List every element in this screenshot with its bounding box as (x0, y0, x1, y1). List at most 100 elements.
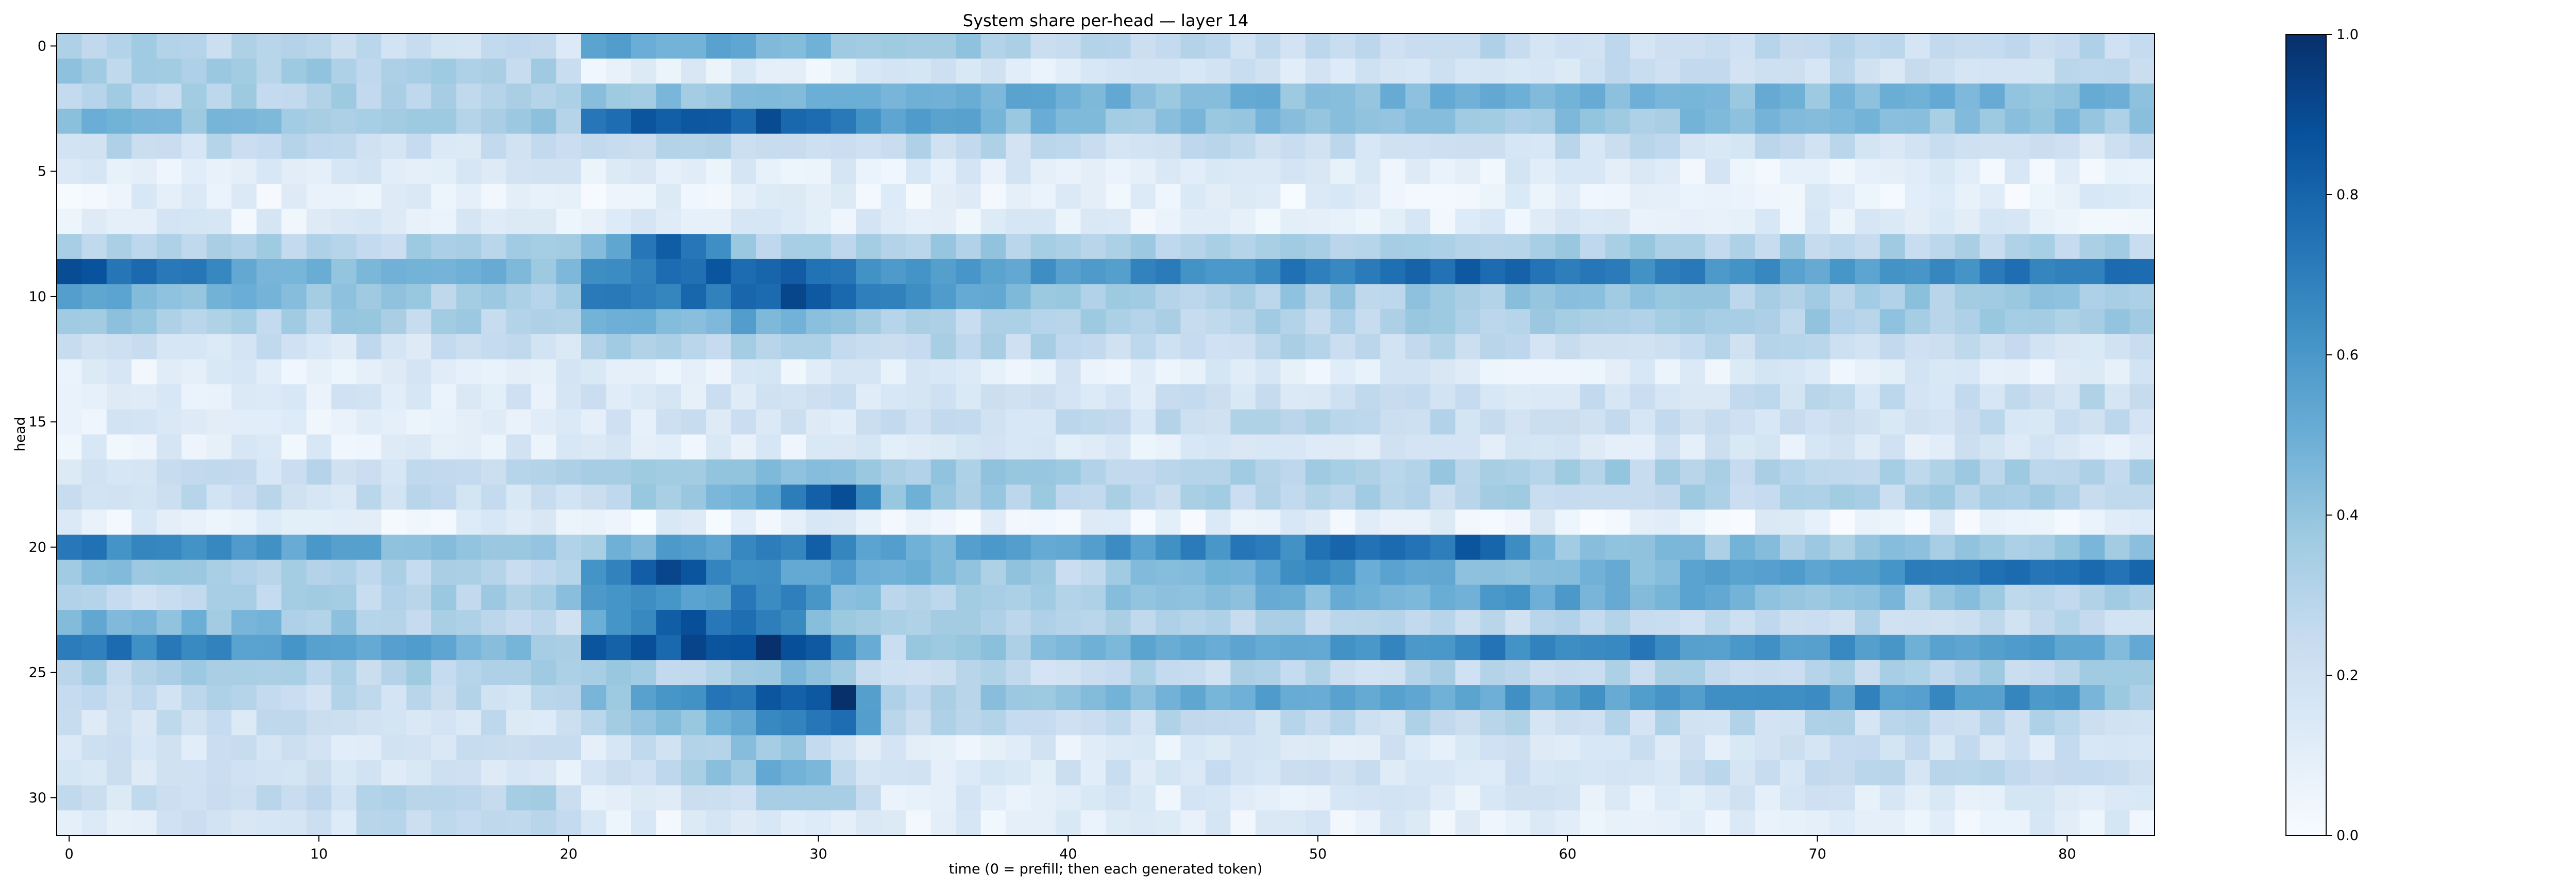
heatmap-cell (356, 334, 382, 360)
heatmap-cell (1006, 610, 1031, 636)
heatmap-cell (1680, 735, 1706, 761)
heatmap-cell (1630, 785, 1656, 811)
heatmap-cell (1130, 710, 1156, 735)
heatmap-cell (57, 535, 82, 560)
heatmap-cell (856, 359, 882, 385)
heatmap-cell (2029, 710, 2055, 735)
heatmap-cell (1430, 359, 1456, 385)
heatmap-cell (1755, 359, 1781, 385)
heatmap-cell (1330, 83, 1356, 109)
heatmap-cell (331, 760, 357, 786)
heatmap-cell (1879, 785, 1905, 811)
heatmap-cell (1330, 585, 1356, 610)
heatmap-cell (131, 183, 157, 210)
heatmap-cell (1955, 133, 1980, 159)
heatmap-cell (506, 459, 532, 485)
heatmap-cell (331, 685, 357, 711)
heatmap-cell (1155, 133, 1181, 159)
heatmap-cell (356, 785, 382, 811)
heatmap-cell (1929, 58, 1955, 84)
heatmap-cell (1205, 384, 1231, 410)
heatmap-cell (2079, 309, 2105, 335)
heatmap-cell (1480, 484, 1506, 510)
heatmap-cell (331, 535, 357, 560)
heatmap-cell (781, 785, 806, 811)
heatmap-cell (1130, 685, 1156, 711)
heatmap-cell (2055, 735, 2080, 761)
heatmap-cell (2055, 334, 2080, 360)
heatmap-cell (2005, 58, 2030, 84)
heatmap-cell (431, 83, 457, 109)
heatmap-cell (1530, 509, 1556, 535)
heatmap-cell (631, 33, 657, 59)
heatmap-cell (1230, 484, 1256, 510)
heatmap-cell (1955, 685, 1980, 711)
heatmap-cell (1405, 760, 1431, 786)
heatmap-cell (1780, 359, 1805, 385)
heatmap-cell (1929, 459, 1955, 485)
heatmap-cell (806, 183, 832, 210)
heatmap-cell (57, 660, 82, 686)
heatmap-cell (1480, 785, 1506, 811)
x-tick-label: 0 (65, 846, 74, 862)
heatmap-cell (1080, 735, 1106, 761)
heatmap-cell (1280, 259, 1306, 285)
heatmap-cell (1605, 209, 1631, 234)
heatmap-cell (1555, 559, 1581, 586)
heatmap-cell (1805, 359, 1831, 385)
heatmap-cell (2129, 484, 2155, 510)
heatmap-cell (906, 635, 931, 661)
heatmap-cell (2005, 434, 2030, 460)
heatmap-cell (731, 334, 756, 360)
heatmap-cell (156, 58, 182, 84)
heatmap-cell (106, 559, 132, 586)
heatmap-cell (1580, 58, 1606, 84)
heatmap-cell (531, 785, 557, 811)
heatmap-cell (1330, 259, 1356, 285)
heatmap-cell (1505, 535, 1531, 560)
heatmap-cell (1006, 484, 1031, 510)
heatmap-cell (1929, 760, 1955, 786)
heatmap-cell (106, 785, 132, 811)
heatmap-cell (1230, 33, 1256, 59)
heatmap-cell (956, 183, 981, 210)
heatmap-cell (1555, 209, 1581, 234)
heatmap-cell (856, 83, 882, 109)
heatmap-cell (1230, 334, 1256, 360)
heatmap-cell (756, 710, 782, 735)
heatmap-cell (556, 785, 582, 811)
heatmap-cell (1030, 710, 1056, 735)
heatmap-cell (1630, 635, 1656, 661)
heatmap-cell (2129, 635, 2155, 661)
heatmap-cell (980, 108, 1006, 134)
heatmap-cell (1680, 660, 1706, 686)
heatmap-cell (1505, 159, 1531, 184)
heatmap-cell (1030, 133, 1056, 159)
heatmap-cell (1730, 108, 1755, 134)
heatmap-cell (1080, 535, 1106, 560)
heatmap-cell (1230, 685, 1256, 711)
heatmap-cell (431, 409, 457, 435)
heatmap-cell (956, 133, 981, 159)
heatmap-cell (1080, 685, 1106, 711)
heatmap-cell (2005, 409, 2030, 435)
heatmap-cell (756, 83, 782, 109)
heatmap-cell (1505, 83, 1531, 109)
heatmap-cell (1280, 459, 1306, 485)
heatmap-cell (1305, 509, 1331, 535)
heatmap-cell (1605, 484, 1631, 510)
heatmap-cell (1505, 33, 1531, 59)
heatmap-cell (1780, 33, 1805, 59)
heatmap-cell (2055, 108, 2080, 134)
heatmap-cell (1155, 309, 1181, 335)
heatmap-cell (681, 58, 706, 84)
heatmap-cell (231, 309, 257, 335)
heatmap-cell (831, 434, 856, 460)
heatmap-cell (631, 334, 657, 360)
heatmap-cell (1929, 309, 1955, 335)
heatmap-cell (1505, 384, 1531, 410)
heatmap-cell (2129, 334, 2155, 360)
heatmap-cell (880, 234, 906, 260)
heatmap-cell (131, 159, 157, 184)
heatmap-cell (1080, 760, 1106, 786)
